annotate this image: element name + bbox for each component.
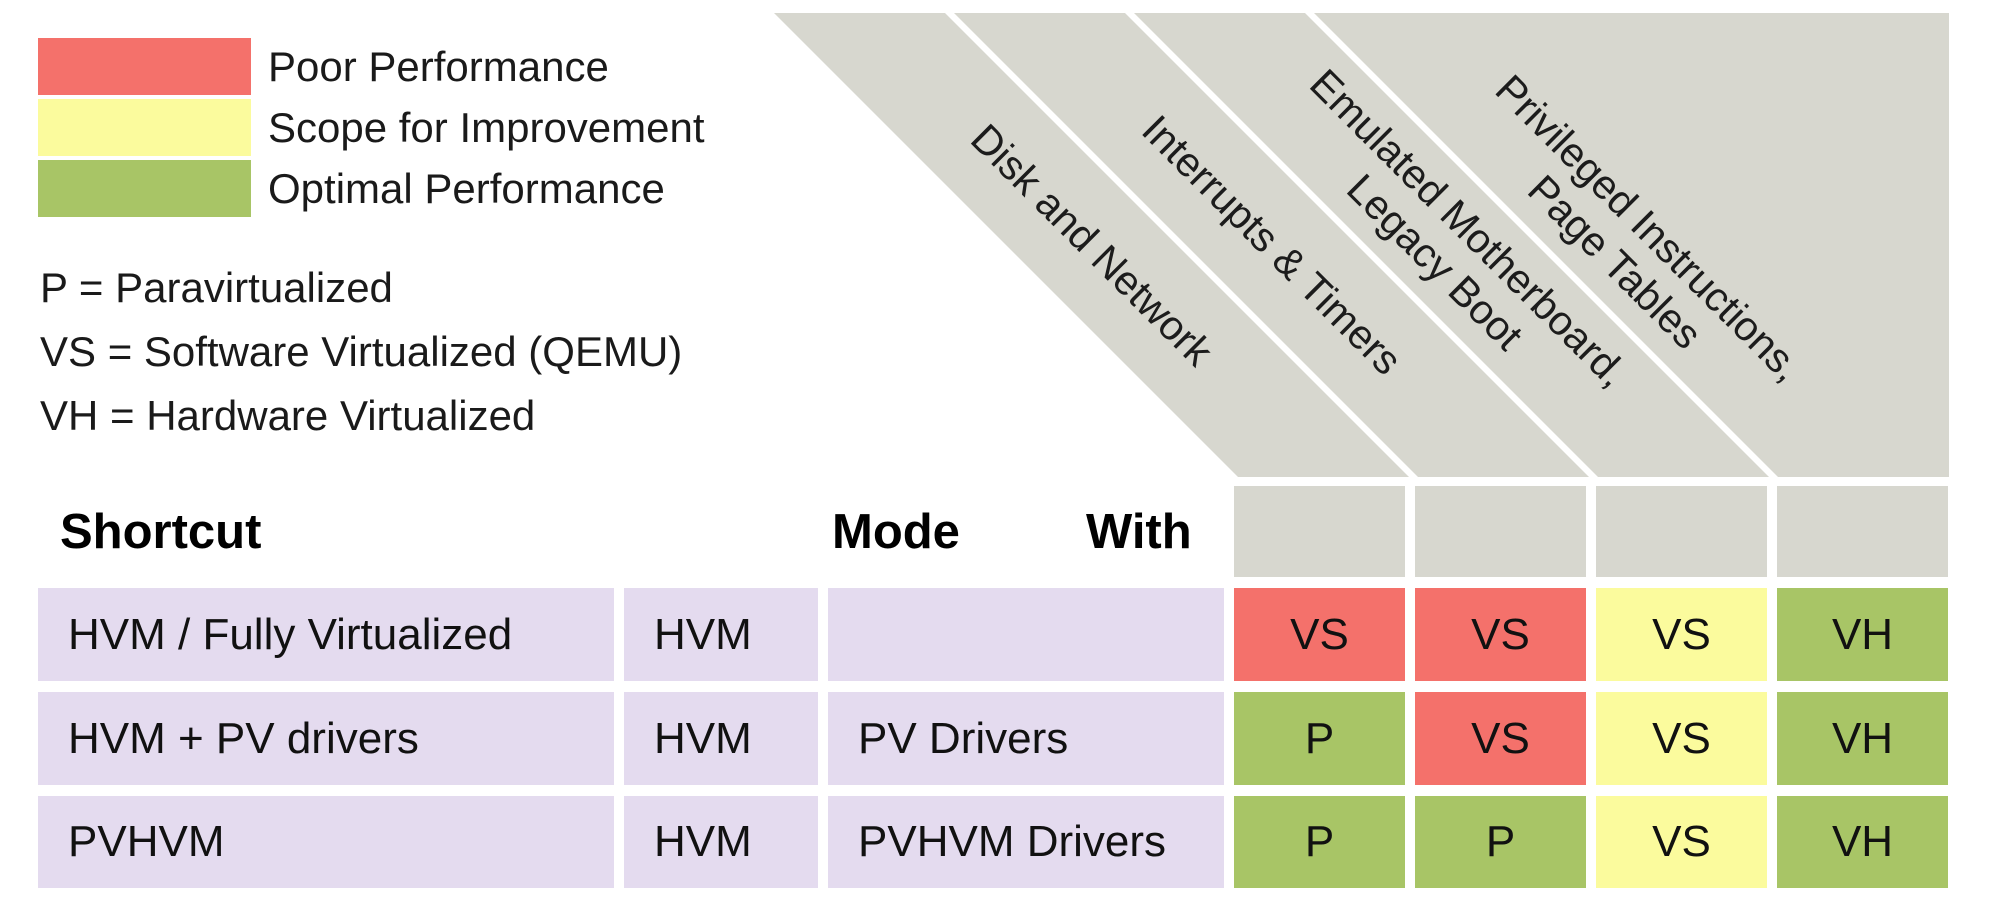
mode-cell: HVM: [624, 796, 818, 888]
matrix-cell: P: [1415, 796, 1586, 888]
header-spacer-shortcut: [38, 486, 614, 577]
matrix-cell: VS: [1596, 588, 1767, 681]
matrix-cell: P: [1234, 692, 1405, 785]
mode-cell: HVM: [624, 692, 818, 785]
matrix-cell: VS: [1234, 588, 1405, 681]
key-line-software-virtualized: VS = Software Virtualized (QEMU): [40, 328, 683, 375]
virtualization-table: HVM / Fully Virtualized HVM VS VS VS VH …: [38, 486, 1948, 888]
legend-label-optimal: Optimal Performance: [268, 164, 665, 212]
matrix-cell: VS: [1415, 588, 1586, 681]
matrix-cell: P: [1234, 796, 1405, 888]
matrix-cell: VH: [1777, 796, 1948, 888]
shortcut-cell: PVHVM: [38, 796, 614, 888]
matrix-header-cell: [1234, 486, 1405, 577]
abbreviation-key: P = Paravirtualized VS = Software Virtua…: [40, 256, 682, 448]
mode-cell: HVM: [624, 588, 818, 681]
matrix-cell: VH: [1777, 588, 1948, 681]
header-mode: Mode: [832, 504, 960, 559]
legend-label-poor: Poor Performance: [268, 42, 609, 90]
key-line-hardware-virtualized: VH = Hardware Virtualized: [40, 392, 536, 439]
matrix-cell: VS: [1596, 796, 1767, 888]
with-cell: [828, 588, 1224, 681]
matrix-cell: VS: [1596, 692, 1767, 785]
header-shortcut: Shortcut: [60, 504, 262, 559]
header-spacer-mode: [624, 486, 818, 577]
shortcut-cell: HVM / Fully Virtualized: [38, 588, 614, 681]
with-cell: PVHVM Drivers: [828, 796, 1224, 888]
matrix-cell: VS: [1415, 692, 1586, 785]
shortcut-cell: HVM + PV drivers: [38, 692, 614, 785]
matrix-header-cell: [1777, 486, 1948, 577]
header-spacer-with: [828, 486, 1224, 577]
header-with: With: [1086, 504, 1192, 559]
matrix-header-cell: [1596, 486, 1767, 577]
legend-swatch-improve: [38, 99, 251, 156]
with-cell: PV Drivers: [828, 692, 1224, 785]
legend-label-improve: Scope for Improvement: [268, 103, 705, 151]
matrix-header-cell: [1415, 486, 1586, 577]
legend-swatch-optimal: [38, 160, 251, 217]
key-line-paravirtualized: P = Paravirtualized: [40, 264, 393, 311]
diagonal-header-area: Disk and Network Interrupts & Timers Emu…: [774, 13, 1949, 477]
legend-swatch-poor: [38, 38, 251, 95]
matrix-cell: VH: [1777, 692, 1948, 785]
